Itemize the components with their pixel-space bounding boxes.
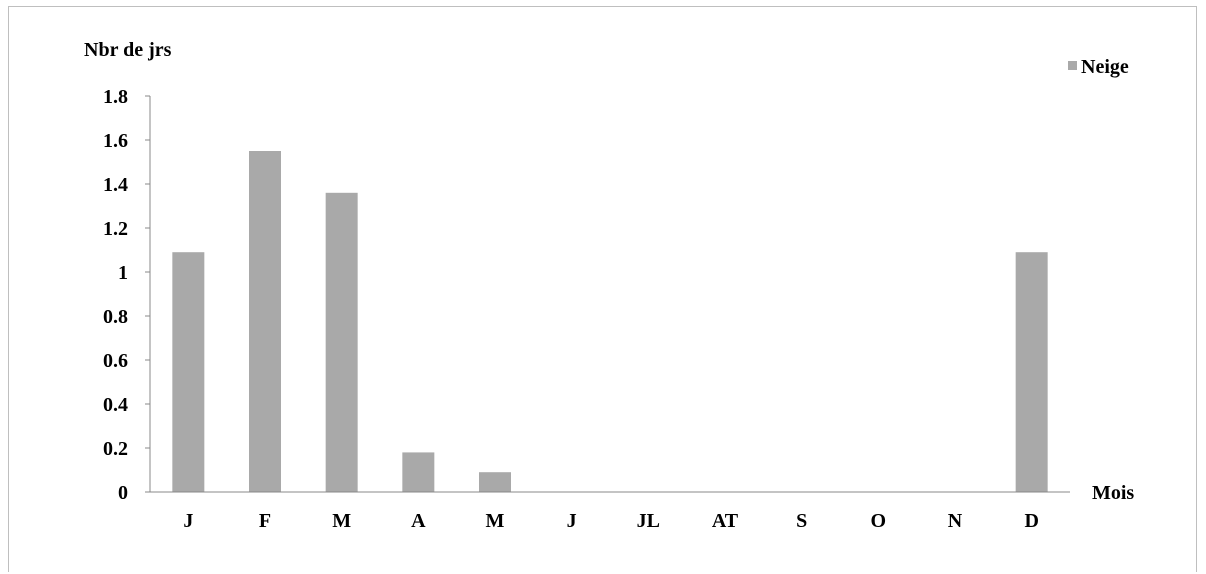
y-tick-label: 1.2 — [103, 218, 128, 240]
x-tick-label: J — [183, 510, 193, 532]
y-tick-label: 0 — [118, 482, 128, 504]
bar-d-11 — [1015, 252, 1048, 492]
x-tick-label: M — [332, 510, 351, 532]
bar-a-3 — [402, 452, 435, 492]
bar-j-0 — [172, 252, 205, 492]
x-tick-label: O — [871, 510, 887, 532]
x-tick-label: D — [1024, 510, 1038, 532]
chart-frame — [8, 6, 1197, 572]
y-ticks-group: 0 0.2 0.4 0.6 0.8 1 1.2 1.4 1.6 1.8 — [103, 86, 150, 504]
x-tick-label: AT — [712, 510, 739, 532]
x-tick-label: J — [567, 510, 577, 532]
legend-swatch — [1068, 61, 1077, 70]
y-tick-label: 0.4 — [103, 394, 128, 416]
bar-f-1 — [249, 151, 281, 492]
x-ticks-group: J F M A M J JL AT S O N D — [183, 510, 1039, 532]
legend: Neige — [1068, 56, 1129, 78]
x-tick-label: S — [796, 510, 807, 532]
y-axis-label: Nbr de jrs — [84, 39, 172, 61]
legend-label: Neige — [1081, 56, 1129, 78]
bar-m-2 — [325, 192, 358, 493]
y-tick-label: 1 — [118, 262, 128, 284]
x-tick-label: M — [486, 510, 505, 532]
y-tick-label: 0.8 — [103, 306, 128, 328]
x-tick-label: F — [259, 510, 271, 532]
x-tick-label: A — [411, 510, 426, 532]
x-axis-label: Mois — [1092, 482, 1134, 504]
bar-m-4 — [479, 472, 511, 492]
bars-group — [172, 151, 1048, 493]
x-tick-label: JL — [637, 510, 660, 532]
y-tick-label: 1.8 — [103, 86, 128, 108]
y-tick-label: 0.6 — [103, 350, 128, 372]
y-tick-label: 1.6 — [103, 130, 128, 152]
x-tick-label: N — [948, 510, 963, 532]
y-tick-label: 1.4 — [103, 174, 128, 196]
y-tick-label: 0.2 — [103, 438, 128, 460]
